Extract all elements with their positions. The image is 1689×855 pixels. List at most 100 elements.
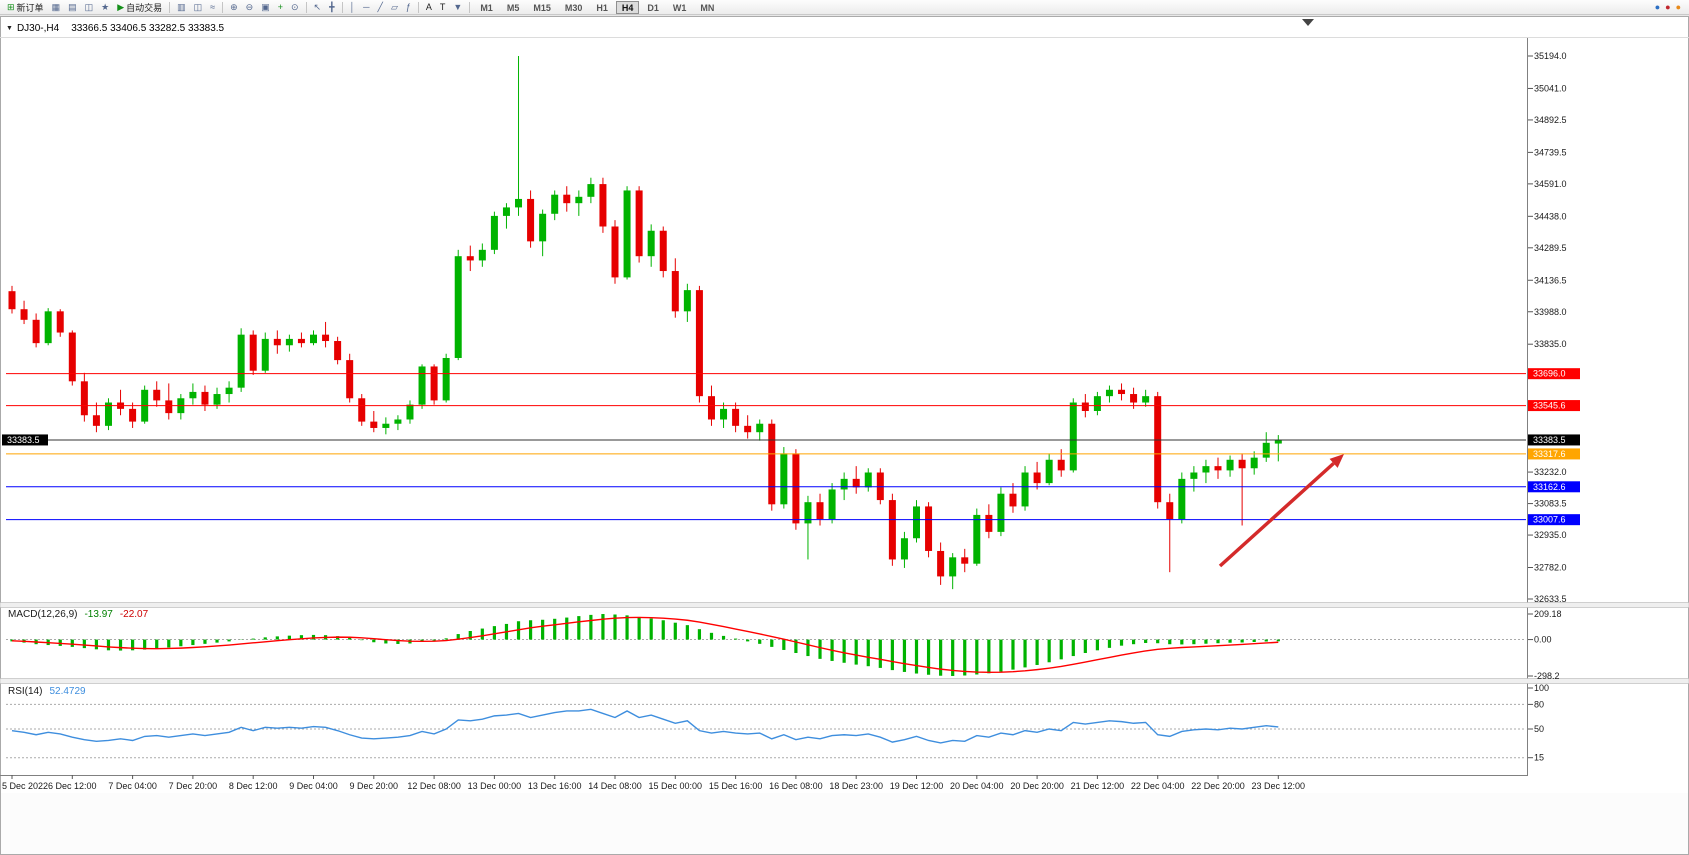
zoom-in-icon: ⊕ — [230, 1, 238, 12]
price-tag-33317.6 — [1528, 448, 1580, 460]
trendline-button[interactable]: ╱ — [374, 1, 387, 14]
toolbar-separator — [169, 1, 171, 13]
time-axis-label: 13 Dec 16:00 — [528, 781, 582, 791]
toolbar-right-group: ● ● ● — [1655, 1, 1686, 14]
timeframe-m15-button[interactable]: M15 — [533, 2, 551, 13]
candle-chart-button[interactable]: ◫ — [190, 1, 207, 14]
price-tag-label: 33545.6 — [1533, 401, 1566, 411]
channel-button[interactable]: ▱ — [387, 1, 402, 14]
time-axis-label: 16 Dec 08:00 — [769, 781, 823, 791]
new-order-button[interactable]: ⊞ 新订单 — [3, 1, 48, 14]
time-axis-label: 15 Dec 16:00 — [709, 781, 763, 791]
periods-button[interactable]: ⊙ — [287, 1, 303, 14]
panel-divider[interactable] — [0, 678, 1689, 684]
time-axis-label: 12 Dec 08:00 — [407, 781, 461, 791]
price-axis-label: 34438.0 — [1534, 211, 1567, 221]
text-tool-button[interactable]: A — [422, 1, 436, 14]
crosshair-button[interactable]: ╋ — [325, 1, 338, 14]
tile-windows-button[interactable]: ▣ — [257, 1, 274, 14]
price-axis-label: 33988.0 — [1534, 307, 1567, 317]
price-axis-label: 34136.5 — [1534, 275, 1567, 285]
bar-chart-button[interactable]: ▥ — [173, 1, 190, 14]
help-icon[interactable]: ● — [1654, 1, 1661, 12]
macd-indicator-label: MACD(12,26,9) -13.97 -22.07 — [8, 609, 148, 620]
chart-ohlc-readout: 33366.5 33406.5 33282.5 33383.5 — [71, 23, 225, 34]
time-axis-label: 22 Dec 04:00 — [1131, 781, 1185, 791]
price-axis[interactable]: 35194.0 35041.0 34892.5 34739.5 34591.0 34438… — [1528, 51, 1567, 604]
alerts-icon[interactable]: ● — [1675, 1, 1681, 12]
macd-axis-label: -298.2 — [1534, 671, 1560, 681]
indicators-button[interactable]: + — [274, 1, 287, 14]
fibonacci-button[interactable]: ƒ — [402, 1, 415, 14]
chart-window-button[interactable]: ▦ — [48, 1, 65, 14]
vertical-line-button[interactable]: │ — [346, 1, 360, 14]
time-axis-label: 9 Dec 20:00 — [350, 781, 399, 791]
price-axis-label: 34739.5 — [1534, 147, 1567, 157]
rsi-value: 52.4729 — [49, 686, 86, 697]
periods-icon: ⊙ — [290, 1, 299, 12]
price-axis-label: 34892.5 — [1534, 115, 1567, 125]
cursor-icon: ↖ — [313, 1, 322, 12]
timeframe-d1-button[interactable]: D1 — [647, 2, 659, 13]
chart-canvas[interactable]: 35194.0 35041.0 34892.5 34739.5 34591.0 34438… — [0, 16, 1689, 855]
trendline-icon: ╱ — [377, 1, 383, 12]
zoom-out-button[interactable]: ⊖ — [242, 1, 258, 14]
market-watch-button[interactable]: ◫ — [81, 1, 98, 14]
mql5-icon[interactable]: ● — [1665, 1, 1671, 12]
price-tag-33696.0 — [1528, 368, 1580, 380]
horizontal-line-button[interactable]: ─ — [359, 1, 373, 14]
macd-panel: 209.18 0.00 -298.2 — [6, 609, 1562, 681]
price-axis-label: 33083.5 — [1534, 499, 1567, 509]
new-order-icon: ⊞ — [7, 1, 15, 12]
profiles-icon: ▤ — [68, 1, 77, 12]
zoom-in-button[interactable]: ⊕ — [226, 1, 242, 14]
vertical-line-icon: │ — [349, 1, 356, 12]
auto-trading-button[interactable]: ▶ 自动交易 — [113, 1, 166, 14]
timeframe-m30-button[interactable]: M30 — [564, 2, 583, 13]
time-axis-label: 21 Dec 12:00 — [1071, 781, 1125, 791]
price-tag-33007.6 — [1528, 514, 1580, 526]
cursor-button[interactable]: ↖ — [310, 1, 326, 14]
macd-signal-value: -22.07 — [119, 609, 149, 620]
auto-trading-icon: ▶ — [117, 1, 125, 12]
label-tool-label: T — [439, 2, 446, 12]
timeframe-m1-button[interactable]: M1 — [480, 2, 493, 13]
macd-name: MACD(12,26,9) — [8, 609, 78, 620]
candle-chart-icon: ◫ — [193, 1, 203, 12]
annotation-arrow[interactable] — [1218, 462, 1335, 568]
time-axis[interactable]: 5 Dec 2022 6 Dec 12:00 7 Dec 04:00 7 Dec 20… — [2, 775, 1305, 791]
label-tool-button[interactable]: T — [436, 1, 450, 14]
line-chart-button[interactable]: ≈ — [206, 1, 219, 14]
timeframe-mn-button[interactable]: MN — [700, 2, 715, 13]
rsi-axis-label: 15 — [1534, 753, 1544, 763]
fibonacci-icon: ƒ — [405, 1, 411, 12]
collapse-arrow-icon[interactable]: ▼ — [6, 25, 13, 32]
time-axis-label: 23 Dec 12:00 — [1252, 781, 1306, 791]
toolbar-separator — [222, 1, 224, 13]
navigator-button[interactable]: ★ — [97, 1, 113, 14]
timeframe-h1-button[interactable]: H1 — [596, 2, 608, 13]
chart-window-icon: ▦ — [51, 1, 61, 12]
time-axis-label: 7 Dec 04:00 — [108, 781, 157, 791]
annotation-arrow-head — [1329, 454, 1344, 468]
timeframe-w1-button[interactable]: W1 — [672, 2, 687, 13]
time-axis-label: 5 Dec 2022 — [2, 781, 48, 791]
horizontal-line-icon: ─ — [363, 1, 370, 12]
profiles-button[interactable]: ▤ — [64, 1, 81, 14]
timeframe-m5-button[interactable]: M5 — [506, 2, 520, 13]
arrows-tool-button[interactable]: ▼ — [449, 1, 466, 14]
price-axis-label: 33835.0 — [1534, 339, 1567, 349]
panel-divider[interactable] — [0, 602, 1689, 608]
auto-trading-label: 自动交易 — [126, 2, 163, 13]
price-tag-label: 33317.6 — [1533, 449, 1566, 459]
chart-shift-marker[interactable] — [1302, 19, 1314, 26]
price-tag-label: 33162.6 — [1533, 482, 1566, 492]
price-tag-33162.6 — [1528, 481, 1580, 493]
rsi-indicator-label: RSI(14) 52.4729 — [8, 686, 86, 697]
rsi-panel: 100 80 50 15 — [6, 683, 1549, 763]
main-toolbar: ⊞ 新订单 ▦ ▤ ◫ ★ ▶ 自动交易 ▥ ◫ ≈ ⊕ ⊖ ▣ + ⊙ ↖ ╋… — [0, 0, 1689, 15]
timeframe-h4-button[interactable]: H4 — [615, 0, 640, 14]
candles — [8, 56, 1282, 590]
price-axis-label: 34289.5 — [1534, 243, 1567, 253]
toolbar-separator — [341, 1, 343, 13]
